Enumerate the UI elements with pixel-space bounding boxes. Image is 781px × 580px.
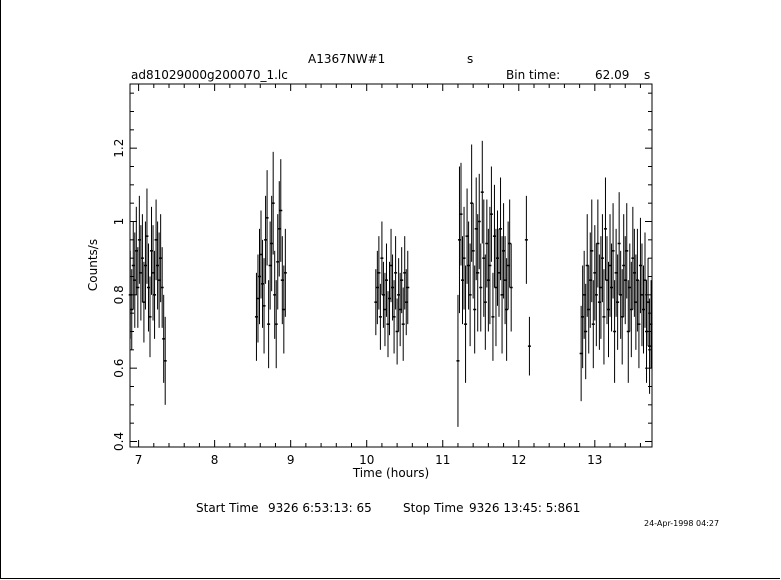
bin-time-value: 62.09 <box>595 68 630 82</box>
x-tick-label: 10 <box>359 453 374 467</box>
plot-title-unit: s <box>467 52 474 66</box>
y-tick-label: 1.2 <box>112 139 126 158</box>
axis-ticks: 7 8 9 10 11 12 13 0.4 0.6 0.8 1 1.2 <box>112 84 652 467</box>
start-time-label: Start Time <box>196 501 259 515</box>
y-axis-label: Counts/s <box>86 239 100 291</box>
y-tick-label: 1 <box>112 218 126 226</box>
error-bars <box>128 140 653 427</box>
bin-time-unit: s <box>644 68 651 82</box>
x-tick-label: 12 <box>511 453 526 467</box>
x-axis-label: Time (hours) <box>352 466 429 480</box>
y-tick-label: 0.8 <box>112 285 126 304</box>
plot-title: A1367NW#1 <box>308 52 386 66</box>
stop-time-label: Stop Time <box>403 501 464 515</box>
bin-time-label: Bin time: <box>506 68 561 82</box>
x-tick-label: 13 <box>587 453 602 467</box>
stop-time-value: 9326 13:45: 5:861 <box>469 501 581 515</box>
plot-timestamp: 24-Apr-1998 04:27 <box>644 519 720 528</box>
y-tick-label: 0.6 <box>112 359 126 378</box>
y-tick-label: 0.4 <box>112 432 126 451</box>
start-time-value: 9326 6:53:13: 65 <box>268 501 372 515</box>
x-tick-label: 7 <box>135 453 143 467</box>
x-tick-label: 11 <box>435 453 450 467</box>
x-tick-label: 9 <box>287 453 295 467</box>
file-name: ad81029000g200070_1.lc <box>131 68 288 82</box>
x-tick-label: 8 <box>211 453 219 467</box>
